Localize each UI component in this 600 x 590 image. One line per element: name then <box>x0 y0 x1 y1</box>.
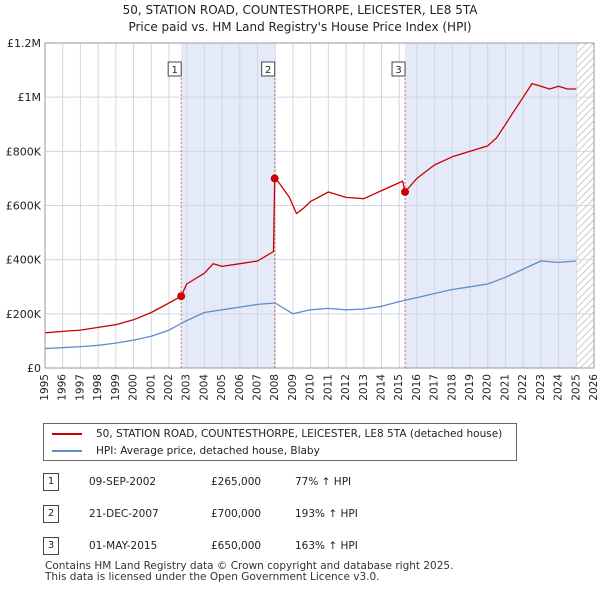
legend-swatch-hpi <box>52 450 82 452</box>
x-tick-label: 2008 <box>269 374 281 401</box>
transaction-date: 21-DEC-2007 <box>89 508 159 520</box>
x-tick-label: 2000 <box>128 374 140 401</box>
y-tick-label: £1M <box>18 91 42 104</box>
y-tick-label: £0 <box>27 362 41 375</box>
sale-label-box: 3 <box>391 61 406 77</box>
x-tick-label: 2007 <box>252 374 264 401</box>
sale-point <box>177 292 186 301</box>
transaction-price: £265,000 <box>211 476 262 488</box>
x-tick-label: 2023 <box>535 374 547 401</box>
sale-label-number: 2 <box>265 65 271 76</box>
x-tick-label: 2026 <box>588 374 600 401</box>
x-tick-label: 2014 <box>375 374 387 401</box>
hpi-line <box>44 260 577 350</box>
sale-label-number: 1 <box>171 65 177 76</box>
x-tick-label: 1997 <box>74 374 86 401</box>
title-line-1: 50, STATION ROAD, COUNTESTHORPE, LEICEST… <box>122 3 478 17</box>
x-tick-label: 2022 <box>517 374 529 401</box>
x-tick-label: 2010 <box>305 374 317 401</box>
x-tick-label: 2004 <box>198 374 210 401</box>
property-price-line <box>44 82 577 334</box>
sale-label-box: 1 <box>167 61 182 77</box>
transaction-date: 01-MAY-2015 <box>89 540 158 552</box>
x-tick-label: 2018 <box>446 374 458 401</box>
footer-line-1: Contains HM Land Registry data © Crown c… <box>45 560 454 572</box>
sale-point <box>401 187 410 196</box>
y-tick-label: £600K <box>6 200 42 213</box>
x-tick-label: 2019 <box>464 374 476 401</box>
x-tick-label: 2025 <box>570 374 582 401</box>
legend-swatch-property <box>52 433 82 435</box>
price-chart: £0 £200K £400K £600K £800K £1M £1.2M 1995 1996 19… <box>6 37 600 401</box>
transaction-price: £700,000 <box>211 508 262 520</box>
transaction-number-badge: 3 <box>43 537 59 555</box>
sale-label-frame <box>261 61 276 77</box>
transaction-date: 09-SEP-2002 <box>89 476 157 488</box>
x-tick-label: 2005 <box>216 374 228 401</box>
transaction-number-badge: 2 <box>43 505 59 523</box>
sale-label-number: 3 <box>395 65 401 76</box>
x-tick-label: 1995 <box>39 374 51 401</box>
y-tick-label: £800K <box>6 145 42 158</box>
title-line-2: Price paid vs. HM Land Registry's House … <box>128 20 472 34</box>
sale-point <box>270 174 279 183</box>
x-tick-label: 2013 <box>358 374 370 401</box>
plot-frame <box>44 42 595 369</box>
x-tick-label: 1998 <box>92 374 104 401</box>
legend-item-hpi: HPI: Average price, detached house, Blab… <box>52 443 320 459</box>
chart-title: 50, STATION ROAD, COUNTESTHORPE, LEICEST… <box>0 2 600 36</box>
sale-label-frame <box>391 61 406 77</box>
transaction-hpi-change: 163% ↑ HPI <box>295 540 358 552</box>
transaction-number-badge: 1 <box>43 473 59 491</box>
transaction-price: £650,000 <box>211 540 262 552</box>
x-tick-label: 2017 <box>429 374 441 401</box>
footer-attribution: Contains HM Land Registry data © Crown c… <box>45 561 453 583</box>
y-tick-label: £200K <box>6 308 42 321</box>
sale-label-frame <box>167 61 182 77</box>
x-tick-label: 2009 <box>287 374 299 401</box>
x-tick-label: 2006 <box>234 374 246 401</box>
y-tick-label: £400K <box>6 254 42 267</box>
x-tick-label: 2011 <box>322 374 334 401</box>
x-tick-label: 1996 <box>57 374 69 401</box>
x-tick-label: 2002 <box>163 374 175 401</box>
x-tick-label: 2012 <box>340 374 352 401</box>
y-tick-label: £1.2M <box>7 37 41 50</box>
x-tick-label: 2020 <box>482 374 494 401</box>
x-tick-label: 2003 <box>181 374 193 401</box>
x-tick-label: 2021 <box>499 374 511 401</box>
transaction-hpi-change: 77% ↑ HPI <box>295 476 352 488</box>
x-tick-label: 1999 <box>110 374 122 401</box>
legend-item-property: 50, STATION ROAD, COUNTESTHORPE, LEICEST… <box>52 426 502 442</box>
legend-label-property: 50, STATION ROAD, COUNTESTHORPE, LEICEST… <box>96 428 503 440</box>
x-tick-label: 2001 <box>145 374 157 401</box>
footer-line-2: This data is licensed under the Open Gov… <box>45 571 380 583</box>
x-tick-label: 2016 <box>411 374 423 401</box>
sale-label-box: 2 <box>261 61 276 77</box>
x-tick-label: 2024 <box>553 374 565 401</box>
legend-label-hpi: HPI: Average price, detached house, Blab… <box>96 445 320 457</box>
legend: 50, STATION ROAD, COUNTESTHORPE, LEICEST… <box>43 423 517 461</box>
transaction-hpi-change: 193% ↑ HPI <box>295 508 358 520</box>
x-tick-label: 2015 <box>393 374 405 401</box>
